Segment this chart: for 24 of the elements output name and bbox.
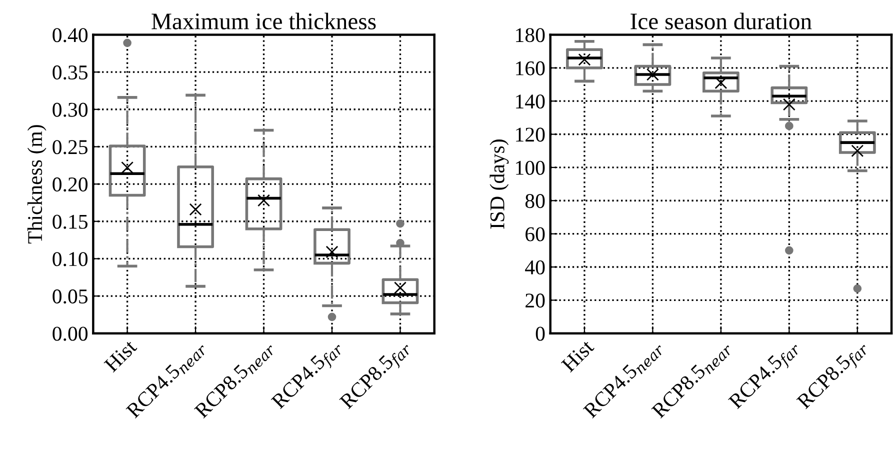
x-tick-label: RCP8.5$_{far}$ xyxy=(796,338,872,414)
y-tick-label: 80 xyxy=(525,194,545,208)
y-tick-label: 0.25 xyxy=(52,140,88,154)
y-tick-label: 140 xyxy=(516,94,545,109)
y-tick-label: 100 xyxy=(516,160,545,175)
y-tick-label: 0.20 xyxy=(52,177,88,192)
y-tick-label: 0.35 xyxy=(52,65,88,80)
y-tick-label: 0.40 xyxy=(52,28,88,42)
chart-title: Ice season duration xyxy=(630,12,812,30)
y-tick-label: 160 xyxy=(516,61,545,76)
y-axis-title: Thickness (m) xyxy=(27,125,46,244)
y-tick-label: 0.05 xyxy=(52,289,88,304)
y-tick-label: 40 xyxy=(525,260,545,274)
y-tick-label: 180 xyxy=(516,28,545,42)
y-tick-label: 0.15 xyxy=(52,214,88,229)
y-tick-label: 0.30 xyxy=(52,102,88,117)
chart-title: Maximum ice thickness xyxy=(152,12,376,30)
y-tick-label: 0.00 xyxy=(52,326,88,341)
y-tick-label: 60 xyxy=(526,227,545,242)
y-tick-label: 0.10 xyxy=(52,252,88,266)
y-tick-label: 120 xyxy=(516,128,545,142)
y-axis-title: ISD (days) xyxy=(490,140,509,229)
y-tick-label: 20 xyxy=(526,294,545,308)
y-tick-label: 0 xyxy=(536,326,545,341)
